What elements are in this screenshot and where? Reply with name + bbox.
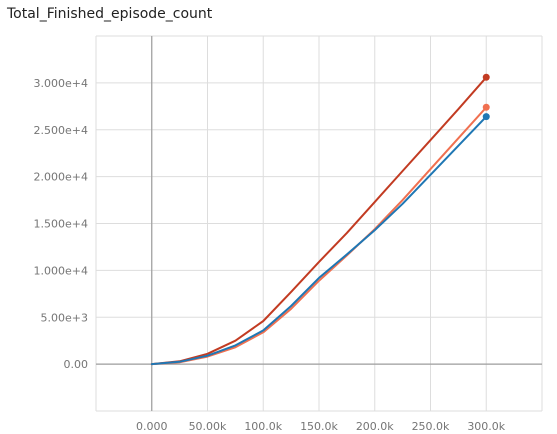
x-tick-label: 150.0k bbox=[300, 420, 338, 433]
x-tick-label: 250.0k bbox=[412, 420, 450, 433]
series-end-marker-2 bbox=[482, 103, 490, 111]
y-tick-label: 3.000e+4 bbox=[34, 77, 88, 90]
series-end-marker-1 bbox=[482, 73, 490, 81]
y-tick-label: 2.500e+4 bbox=[34, 124, 88, 137]
x-tick-label: 300.0k bbox=[467, 420, 505, 433]
x-tick-label: 100.0k bbox=[244, 420, 282, 433]
y-tick-label: 1.500e+4 bbox=[34, 218, 88, 231]
y-tick-label: 2.000e+4 bbox=[34, 171, 88, 184]
x-tick-label: 50.00k bbox=[189, 420, 227, 433]
chart-title: Total_Finished_episode_count bbox=[7, 6, 213, 22]
x-tick-label: 200.0k bbox=[356, 420, 394, 433]
series-line-3 bbox=[150, 115, 488, 366]
y-tick-label: 0.00 bbox=[64, 358, 89, 371]
y-tick-label: 1.000e+4 bbox=[34, 264, 88, 277]
y-tick-label: 5.00e+3 bbox=[41, 311, 88, 324]
series-end-marker-3 bbox=[482, 113, 490, 121]
series-line-1 bbox=[150, 76, 488, 366]
x-tick-label: 0.000 bbox=[136, 420, 168, 433]
